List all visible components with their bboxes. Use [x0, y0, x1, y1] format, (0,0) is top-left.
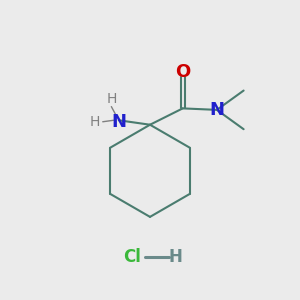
Text: N: N	[111, 113, 126, 131]
Text: H: H	[89, 115, 100, 129]
Text: H: H	[106, 92, 116, 106]
Text: O: O	[175, 63, 190, 81]
Text: H: H	[168, 248, 182, 266]
Text: N: N	[209, 101, 224, 119]
Text: Cl: Cl	[123, 248, 141, 266]
